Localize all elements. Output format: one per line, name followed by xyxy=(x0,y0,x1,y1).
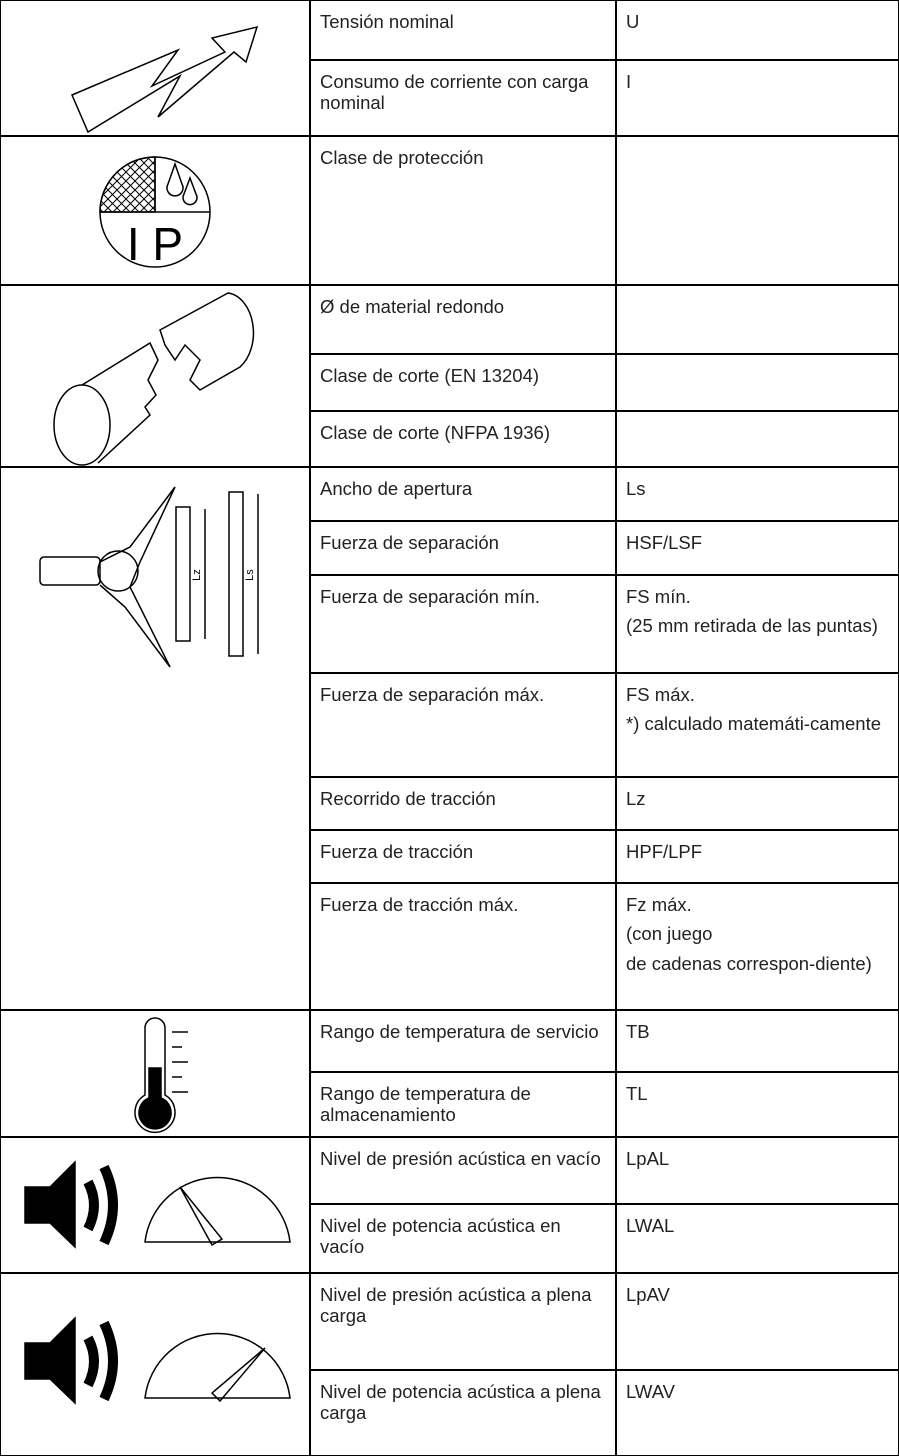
value: U xyxy=(626,11,640,32)
label: Rango de temperatura de almacenamiento xyxy=(320,1083,531,1126)
label: Consumo de corriente con carga nominal xyxy=(320,71,589,114)
value-cell: HSF/LSF xyxy=(616,521,899,575)
label: Rango de temperatura de servicio xyxy=(320,1021,599,1042)
label: Fuerza de separación xyxy=(320,532,499,553)
label-cell: Ancho de apertura xyxy=(310,467,616,521)
label: Nivel de potencia acústica a plena carga xyxy=(320,1381,601,1424)
value: (25 mm retirada de las puntas) xyxy=(626,615,878,637)
label: Ancho de apertura xyxy=(320,478,473,499)
value-cell: I xyxy=(616,60,899,136)
voltage-icon xyxy=(71,25,259,134)
icon-cell xyxy=(0,1137,310,1273)
label-cell: Rango de temperatura de servicio xyxy=(310,1010,616,1072)
label-cell: Nivel de potencia acústica a plena carga xyxy=(310,1370,616,1456)
label-cell: Clase de corte (NFPA 1936) xyxy=(310,411,616,467)
value: I xyxy=(626,71,632,92)
value: *) calculado matemáti-camente xyxy=(626,713,881,735)
value-cell: LpAV xyxy=(616,1273,899,1370)
value: TB xyxy=(626,1021,650,1042)
label-cell: Fuerza de separación máx. xyxy=(310,673,616,777)
icon-cell xyxy=(0,0,310,136)
value-cell: FS máx. *) calculado matemáti-camente xyxy=(616,673,899,777)
label-cell: Ø de material redondo xyxy=(310,285,616,354)
value: FS mín. xyxy=(626,586,691,607)
value-cell: LWAL xyxy=(616,1204,899,1273)
protection-icon: I P xyxy=(99,156,211,270)
label-cell: Clase de protección xyxy=(310,136,616,285)
value-cell: Ls xyxy=(616,467,899,521)
value-cell xyxy=(616,411,899,467)
icon-cell xyxy=(0,1010,310,1137)
value-cell: LpAL xyxy=(616,1137,899,1204)
value: LpAL xyxy=(626,1148,670,1169)
label: Nivel de potencia acústica en vacío xyxy=(320,1215,561,1258)
value-cell: Lz xyxy=(616,777,899,830)
lz-label: Lz xyxy=(191,569,203,581)
value: LWAL xyxy=(626,1215,675,1236)
value-cell: TB xyxy=(616,1010,899,1072)
sound-load-icon xyxy=(24,1316,291,1405)
sound-idle-icon xyxy=(24,1160,291,1249)
label-cell: Fuerza de separación xyxy=(310,521,616,575)
value: HPF/LPF xyxy=(626,841,703,862)
label-cell: Nivel de potencia acústica en vacío xyxy=(310,1204,616,1273)
value-cell xyxy=(616,354,899,411)
label-cell: Tensión nominal xyxy=(310,0,616,60)
label: Fuerza de separación mín. xyxy=(320,586,541,607)
spreader-icon: Lz Ls xyxy=(39,486,259,668)
value: TL xyxy=(626,1083,648,1104)
label: Recorrido de tracción xyxy=(320,788,496,809)
label: Clase de corte (EN 13204) xyxy=(320,365,540,386)
value: Ls xyxy=(626,478,646,499)
value: Lz xyxy=(626,788,646,809)
icon-cell xyxy=(0,285,310,467)
ip-label: I P xyxy=(127,218,183,270)
label: Nivel de presión acústica en vacío xyxy=(320,1148,601,1169)
label-cell: Fuerza de separación mín. xyxy=(310,575,616,673)
value-cell: FS mín. (25 mm retirada de las puntas) xyxy=(616,575,899,673)
label-cell: Recorrido de tracción xyxy=(310,777,616,830)
label: Clase de protección xyxy=(320,147,484,168)
value-cell: LWAV xyxy=(616,1370,899,1456)
label: Ø de material redondo xyxy=(320,296,505,317)
label: Nivel de presión acústica a plena carga xyxy=(320,1284,592,1327)
icon-cell xyxy=(0,136,310,285)
value-cell: U xyxy=(616,0,899,60)
label-cell: Fuerza de tracción xyxy=(310,830,616,883)
label-cell: Fuerza de tracción máx. xyxy=(310,883,616,1010)
value: LpAV xyxy=(626,1284,670,1305)
value: LWAV xyxy=(626,1381,675,1402)
value-cell: HPF/LPF xyxy=(616,830,899,883)
value: HSF/LSF xyxy=(626,532,703,553)
thermometer-icon xyxy=(134,1017,188,1133)
value-cell xyxy=(616,136,899,285)
ls-label: Ls xyxy=(244,569,256,581)
label-cell: Clase de corte (EN 13204) xyxy=(310,354,616,411)
label-cell: Nivel de presión acústica a plena carga xyxy=(310,1273,616,1370)
label: Fuerza de tracción xyxy=(320,841,474,862)
label: Fuerza de tracción máx. xyxy=(320,894,519,915)
value: Fz máx. xyxy=(626,894,692,915)
value: FS máx. xyxy=(626,684,695,705)
value: (con juego xyxy=(626,923,713,945)
value-cell: TL xyxy=(616,1072,899,1137)
value-cell xyxy=(616,285,899,354)
label: Clase de corte (NFPA 1936) xyxy=(320,422,550,443)
label-cell: Nivel de presión acústica en vacío xyxy=(310,1137,616,1204)
icon-cell xyxy=(0,467,310,1010)
value-cell: Fz máx. (con juego de cadenas correspon-di… xyxy=(616,883,899,1010)
label-cell: Consumo de corriente con carga nominal xyxy=(310,60,616,136)
label: Tensión nominal xyxy=(320,11,454,32)
round-material-icon xyxy=(53,292,255,466)
value: de cadenas correspon-diente) xyxy=(626,952,872,974)
label-cell: Rango de temperatura de almacenamiento xyxy=(310,1072,616,1137)
label: Fuerza de separación máx. xyxy=(320,684,545,705)
